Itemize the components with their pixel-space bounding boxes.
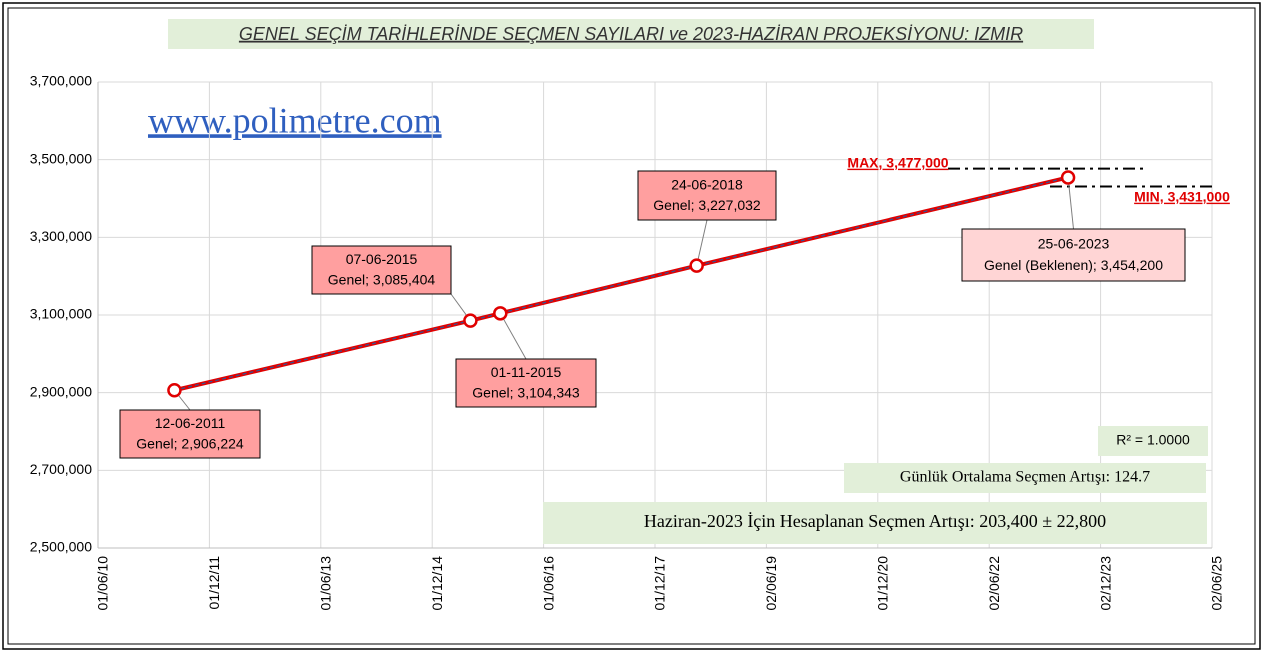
leader-line — [1067, 177, 1074, 230]
leader-line — [499, 313, 527, 360]
y-tick-label: 3,100,000 — [30, 306, 92, 322]
label-box — [311, 245, 452, 295]
annotation-bg — [543, 502, 1207, 544]
x-tick-label: 01/12/11 — [206, 556, 222, 610]
point-date: 01-11-2015 — [491, 364, 562, 380]
point — [1060, 170, 1076, 185]
annotation: R² = 1.0000 — [1116, 432, 1190, 448]
point-date: 25-06-2023 — [1038, 235, 1110, 251]
point — [689, 258, 704, 273]
x-tick-label: 01/12/14 — [429, 556, 445, 611]
x-tick-label: 01/12/17 — [652, 556, 668, 611]
data-label: Genel; 3,085,404 — [328, 271, 436, 287]
annotation: Haziran-2023 İçin Hesaplanan Seçmen Artı… — [644, 511, 1106, 531]
y-tick-label: 3,700,000 — [30, 73, 92, 89]
point — [493, 306, 508, 321]
annotation: Günlük Ortalama Seçmen Artışı: 124.7 — [900, 469, 1150, 486]
y-tick-label: 3,300,000 — [30, 228, 92, 244]
x-tick-label: 02/06/22 — [986, 556, 1002, 611]
annotation-bg — [844, 463, 1206, 493]
y-tick-label: 2,500,000 — [30, 539, 92, 555]
data-label: Genel; 3,104,343 — [472, 384, 580, 400]
chart-title: GENEL SEÇİM TARİHLERİNDE SEÇMEN SAYILARI… — [239, 24, 1023, 44]
label-box — [119, 409, 261, 459]
bound-label: MAX, 3,477,000 — [847, 155, 948, 171]
label-box — [637, 170, 777, 221]
annotation-bg — [1098, 426, 1208, 456]
y-tick-label: 3,500,000 — [30, 150, 92, 166]
label-box — [961, 228, 1186, 282]
x-tick-label: 01/06/16 — [540, 556, 556, 611]
x-tick-label: 01/12/20 — [875, 556, 891, 611]
y-tick-label: 2,700,000 — [30, 461, 92, 477]
x-tick-label: 01/06/10 — [95, 556, 111, 611]
data-label: Genel; 3,227,032 — [653, 197, 761, 213]
label-box — [455, 358, 597, 408]
data-label: Genel (Beklenen); 3,454,200 — [984, 257, 1163, 273]
watermark: www.polimetre.com — [148, 100, 442, 140]
x-tick-label: 02/06/19 — [763, 556, 779, 611]
x-tick-label: 02/06/25 — [1209, 556, 1225, 611]
title-bg — [168, 19, 1094, 49]
bound-label: MIN, 3,431,000 — [1134, 189, 1230, 205]
point-date: 07-06-2015 — [346, 251, 418, 267]
x-tick-label: 02/12/23 — [1097, 556, 1113, 611]
inner-frame — [7, 7, 1256, 645]
data-label: Genel; 2,906,224 — [136, 435, 244, 451]
point — [167, 382, 182, 398]
point — [463, 313, 478, 328]
x-tick-label: 01/06/13 — [318, 556, 334, 611]
y-tick-label: 2,900,000 — [30, 383, 92, 399]
leader-line — [696, 219, 708, 266]
point-date: 12-06-2011 — [155, 415, 226, 431]
point-date: 24-06-2018 — [671, 176, 743, 192]
